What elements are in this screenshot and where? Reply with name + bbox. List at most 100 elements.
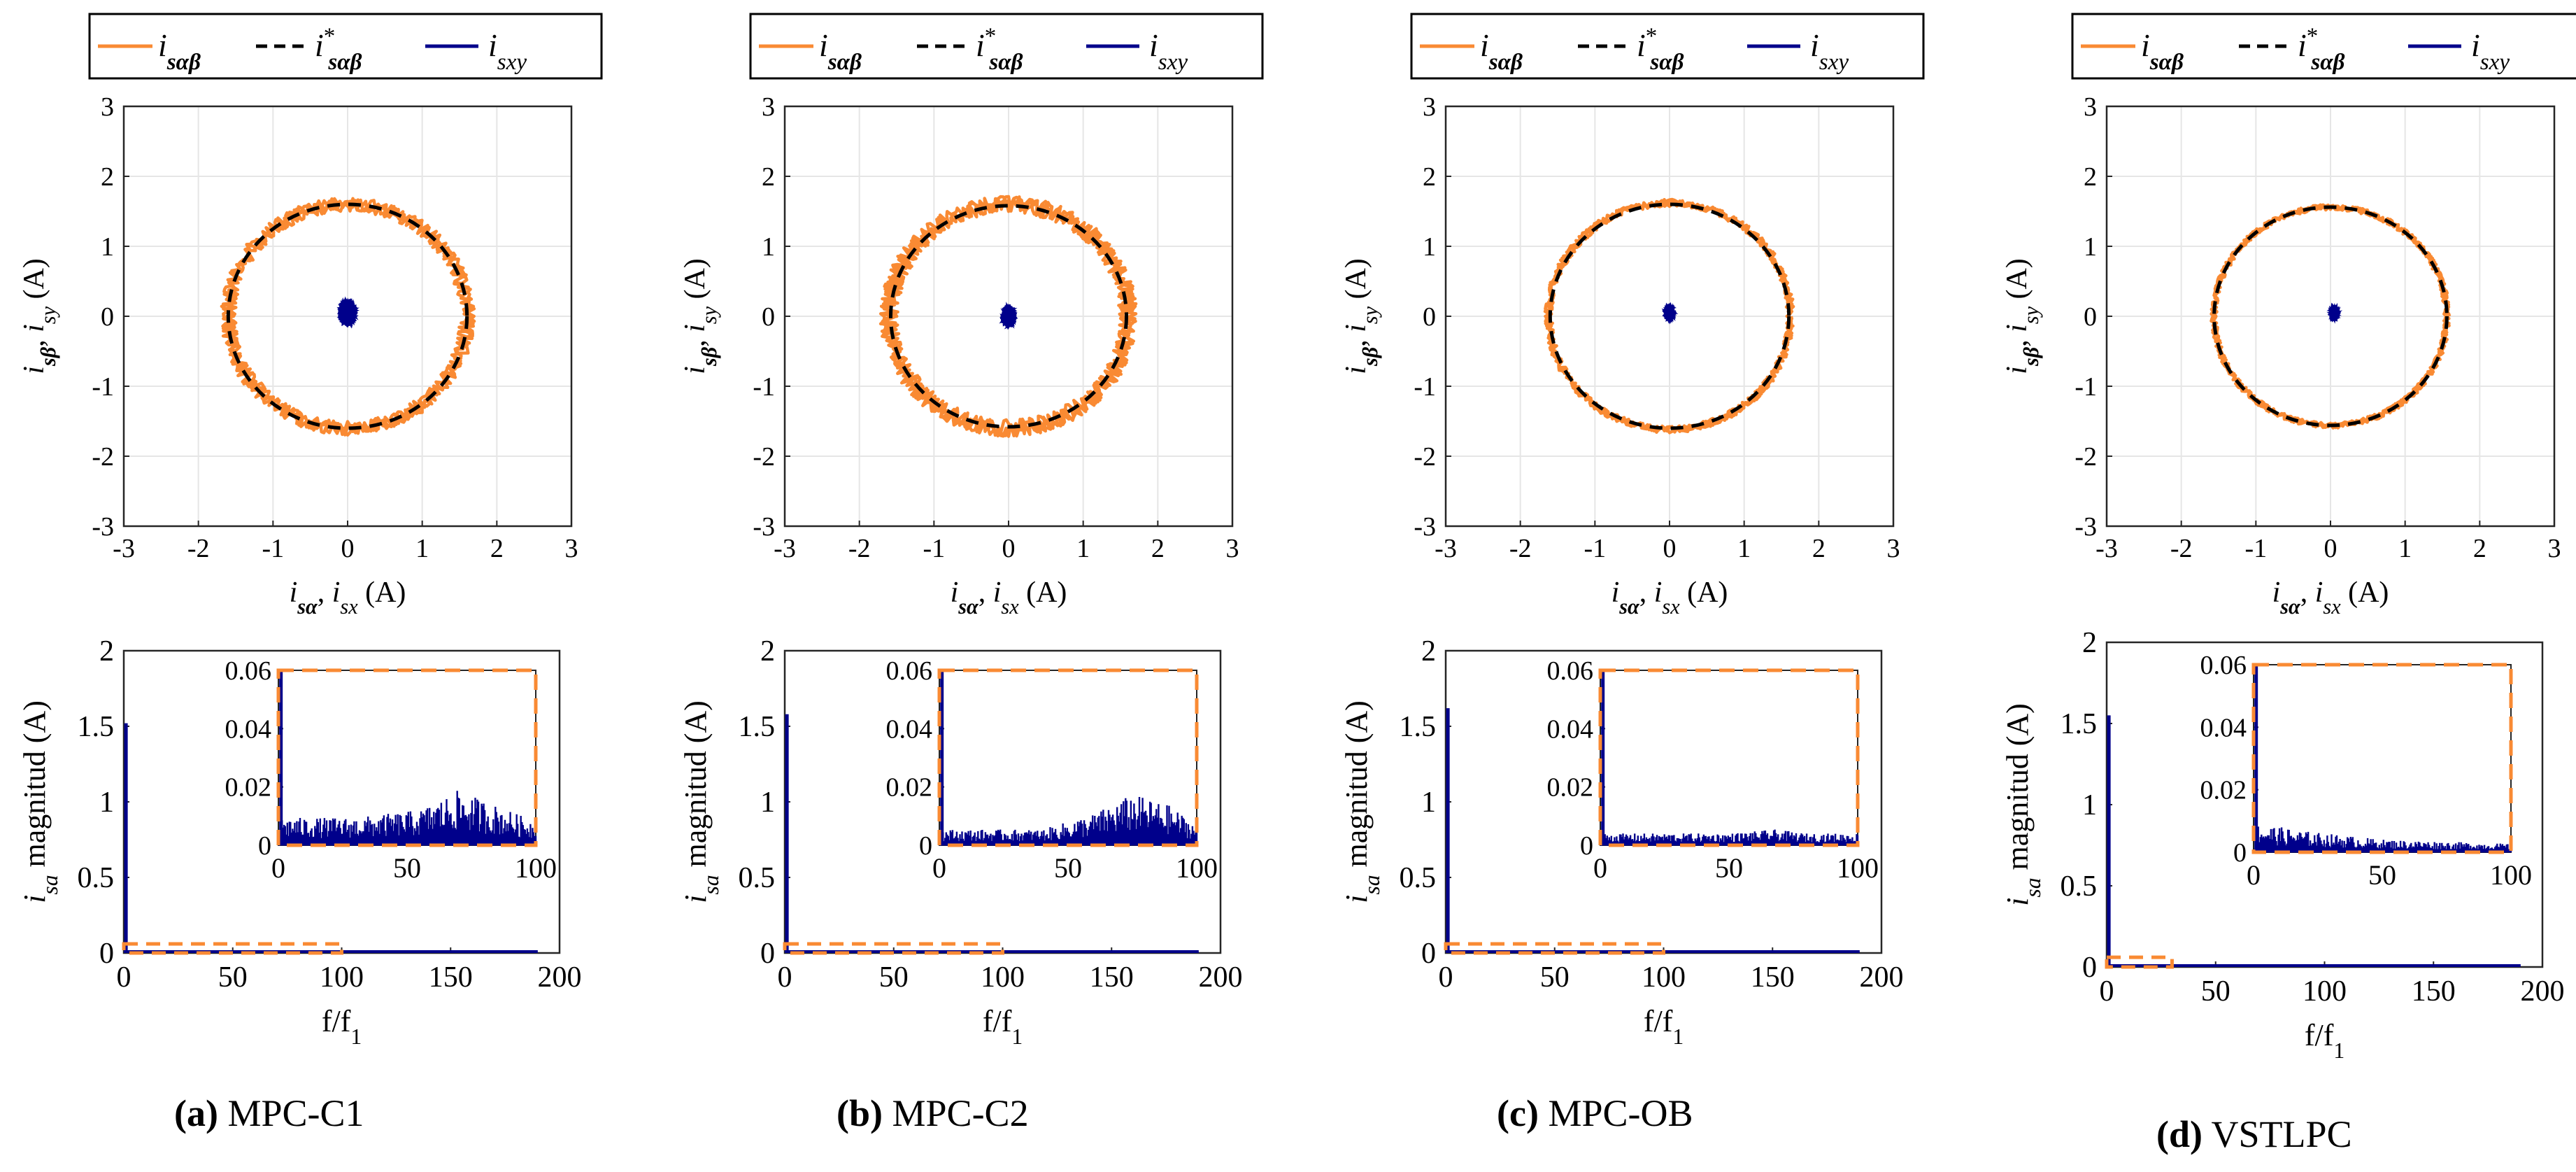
inset-x-tick-label: 100 bbox=[1176, 852, 1218, 884]
y-tick-label: -1 bbox=[2075, 372, 2097, 402]
x-tick-label: 100 bbox=[320, 961, 364, 994]
legend-label-3: isxy bbox=[2471, 27, 2510, 75]
caption-b: (b) MPC-C2 bbox=[837, 1092, 1029, 1134]
spectrum-plot-d-spectrum: 0 50 100 150 200 0 0.5 1 1.5 2 isa magnitud (A) f/f… bbox=[2000, 627, 2565, 1063]
x-tick-label: 200 bbox=[2521, 975, 2565, 1008]
y-tick-label: 3 bbox=[1423, 92, 1436, 122]
x-tick-label: 3 bbox=[2548, 534, 2561, 563]
x-tick-label: 200 bbox=[538, 961, 582, 994]
y-tick-label: 2 bbox=[2082, 627, 2097, 659]
x-tick-label: -2 bbox=[2170, 534, 2193, 563]
x-tick-label: -3 bbox=[1435, 534, 1457, 563]
y-tick-label: 1 bbox=[99, 786, 114, 819]
inset-x-tick-label: 50 bbox=[1715, 852, 1743, 884]
y-tick-label: 3 bbox=[2084, 92, 2097, 122]
inset-zoom-border bbox=[937, 668, 1199, 847]
spectrum-plot-a-spectrum: 0 50 100 150 200 0 0.5 1 1.5 2 isa magnitud (A) f/f… bbox=[17, 635, 582, 1049]
phase-plot-a: -3-3 -2 -2 -1 -1 0 0 1 1 2 2 3 3 isα, isx (A) isβ, isy… bbox=[18, 92, 578, 619]
inset-y-tick-label: 0.04 bbox=[886, 714, 933, 744]
y-tick-label: 0 bbox=[760, 938, 775, 970]
inset-y-tick-label: 0 bbox=[919, 831, 932, 861]
legend-box bbox=[88, 13, 603, 80]
legend-box bbox=[2071, 13, 2576, 80]
y-tick-label: 1.5 bbox=[78, 711, 115, 743]
y-tick-label: 2 bbox=[1421, 635, 1436, 668]
y-tick-label: 0 bbox=[101, 302, 114, 332]
legend-label-1: isαβ bbox=[158, 27, 201, 75]
y-tick-label: 0 bbox=[1421, 938, 1436, 970]
y-tick-label: -2 bbox=[1414, 442, 1436, 472]
phase-plot-b: -3-3 -2 -2 -1 -1 0 0 1 1 2 2 3 3 isα, isx (A) isβ, isy… bbox=[679, 92, 1239, 619]
y-tick-label: -2 bbox=[2075, 442, 2097, 472]
x-tick-label: 0 bbox=[2100, 975, 2114, 1008]
plot-frame bbox=[783, 105, 1234, 528]
inset-y-tick-label: 0.02 bbox=[225, 773, 272, 803]
inset-y-tick-label: 0.06 bbox=[2200, 651, 2247, 680]
legend-box bbox=[749, 13, 1264, 80]
x-tick-label: 0 bbox=[1439, 961, 1453, 994]
x-tick-label: 2 bbox=[2473, 534, 2486, 563]
inset-zoom-border bbox=[2251, 663, 2513, 854]
x-tick-label: 150 bbox=[2412, 975, 2456, 1008]
x-tick-label: 100 bbox=[2303, 975, 2347, 1008]
x-tick-label: -3 bbox=[774, 534, 796, 563]
inset-x-tick-label: 100 bbox=[2490, 859, 2532, 891]
y-tick-label: 0.5 bbox=[78, 862, 115, 894]
x-tick-label: 0 bbox=[1663, 534, 1677, 563]
legend-label-2: i* sαβ bbox=[2298, 23, 2345, 75]
inset-plot: 0 50 100 0 0.02 0.04 0.06 bbox=[225, 656, 557, 884]
x-axis-label: isα, isx (A) bbox=[2272, 577, 2389, 619]
legend-label-1: isαβ bbox=[1480, 27, 1523, 75]
y-tick-label: 1 bbox=[2082, 789, 2097, 821]
x-tick-label: 150 bbox=[1090, 961, 1134, 994]
x-tick-label: 0 bbox=[778, 961, 792, 994]
y-axis-label: isβ, isy (A) bbox=[2001, 258, 2043, 374]
caption-a: (a) MPC-C1 bbox=[174, 1092, 364, 1134]
series-i-s-alpha-beta bbox=[878, 195, 1138, 438]
legend-label-2: i* sαβ bbox=[976, 23, 1023, 75]
y-tick-label: 0.5 bbox=[739, 862, 776, 894]
plot-frame bbox=[2105, 105, 2556, 528]
series-i-sxy bbox=[1661, 302, 1679, 325]
y-tick-label: 0.5 bbox=[1400, 862, 1437, 894]
inset-frame bbox=[2253, 664, 2512, 853]
series-i-s-alpha-beta-ref bbox=[226, 202, 469, 430]
phase-plot-d: -3-3 -2 -2 -1 -1 0 0 1 1 2 2 3 3 isα, isx (A) isβ, isy… bbox=[2001, 92, 2561, 619]
inset-zoom-border bbox=[1598, 668, 1860, 847]
zoom-box bbox=[1444, 942, 1665, 955]
inset-y-tick-label: 0 bbox=[258, 831, 271, 861]
y-tick-label: -3 bbox=[92, 512, 114, 542]
x-tick-label: 100 bbox=[981, 961, 1025, 994]
x-tick-label: 0 bbox=[1002, 534, 1016, 563]
series-i-s-alpha-beta-ref bbox=[888, 204, 1129, 429]
x-tick-label: 1 bbox=[1737, 534, 1751, 563]
inset-frame bbox=[1600, 670, 1858, 846]
x-tick-label: 3 bbox=[565, 534, 578, 563]
x-tick-label: 2 bbox=[490, 534, 504, 563]
x-tick-label: 1 bbox=[415, 534, 429, 563]
x-axis-label: f/f1 bbox=[1644, 1004, 1684, 1049]
x-tick-label: 3 bbox=[1887, 534, 1900, 563]
x-tick-label: 50 bbox=[2201, 975, 2230, 1008]
y-tick-label: 2 bbox=[762, 162, 775, 192]
y-tick-label: 2 bbox=[2084, 162, 2097, 192]
y-tick-label: -3 bbox=[2075, 512, 2097, 542]
x-tick-label: 2 bbox=[1812, 534, 1826, 563]
x-tick-label: -2 bbox=[1509, 534, 1532, 563]
y-tick-label: 2 bbox=[99, 635, 114, 668]
x-axis-label: isα, isx (A) bbox=[290, 577, 406, 619]
x-tick-label: 1 bbox=[1076, 534, 1090, 563]
y-tick-label: 1 bbox=[760, 786, 775, 819]
y-tick-label: 0.5 bbox=[2061, 870, 2098, 903]
inset-x-tick-label: 50 bbox=[1054, 852, 1082, 884]
y-tick-label: 0 bbox=[2084, 302, 2097, 332]
y-tick-label: 1.5 bbox=[739, 711, 776, 743]
x-tick-label: 200 bbox=[1860, 961, 1904, 994]
inset-x-tick-label: 0 bbox=[271, 852, 285, 884]
inset-x-tick-label: 0 bbox=[2247, 859, 2261, 891]
x-tick-label: -1 bbox=[1584, 534, 1607, 563]
x-tick-label: -2 bbox=[848, 534, 871, 563]
y-axis-label: isa magnitud (A) bbox=[2000, 703, 2045, 906]
